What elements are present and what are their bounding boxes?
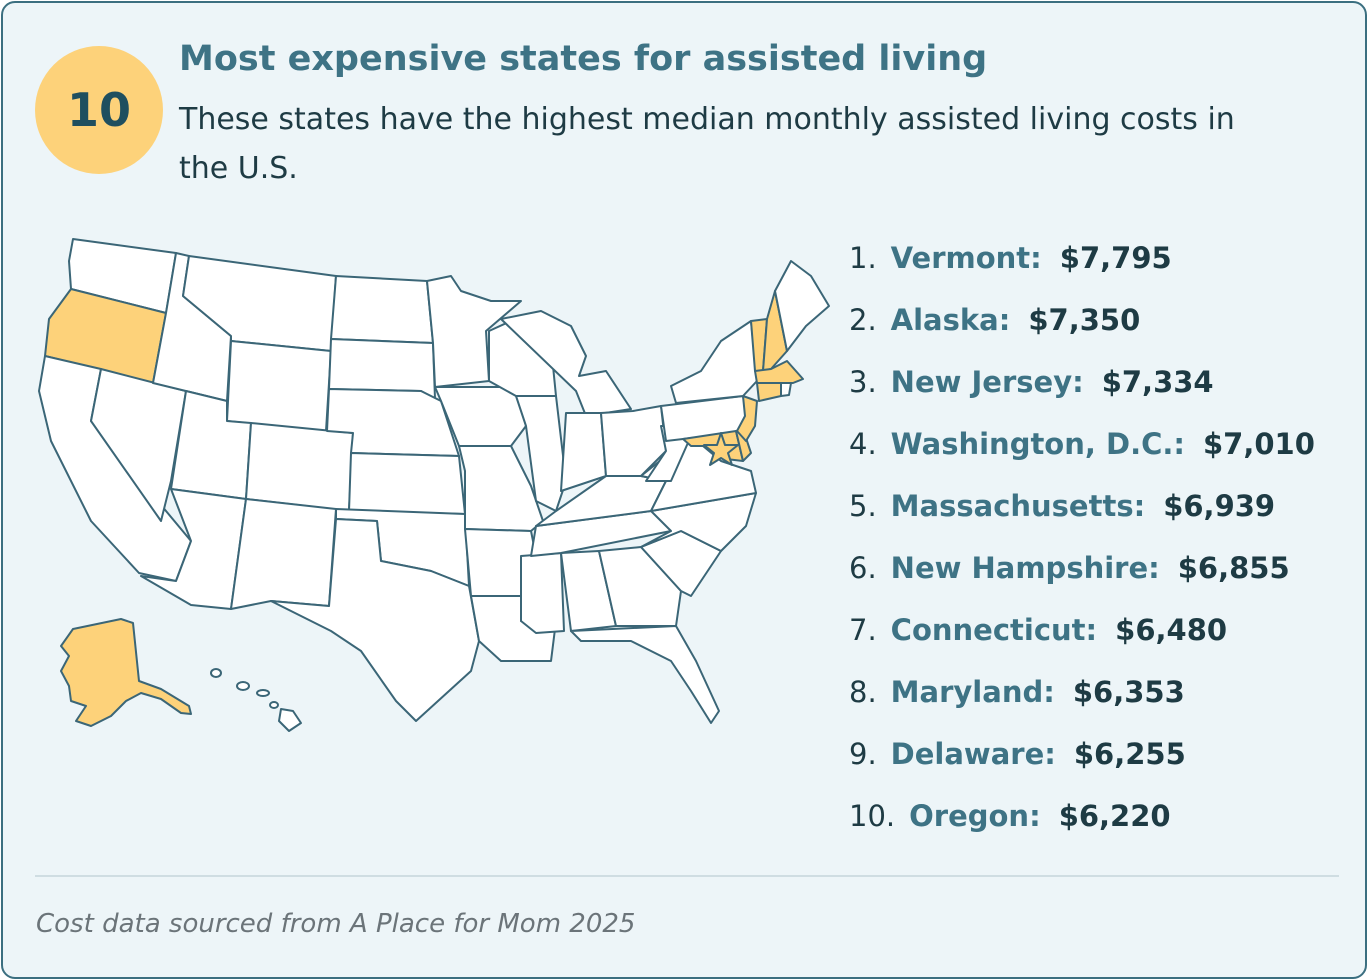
- monthly-cost: $6,480: [1115, 613, 1228, 647]
- us-map: [38, 238, 830, 732]
- list-item: 9. Delaware: $6,255: [849, 737, 1186, 771]
- state-indiana: [560, 412, 607, 492]
- state-connecticut: [756, 382, 782, 402]
- state-new-york: [670, 320, 758, 404]
- footer-divider: [35, 875, 1339, 877]
- state-mississippi: [520, 552, 565, 634]
- state-colorado: [245, 422, 354, 512]
- state-name: Delaware: [890, 737, 1045, 771]
- monthly-cost: $6,855: [1177, 551, 1290, 585]
- rank-number: 8.: [849, 675, 877, 709]
- state-minnesota: [426, 275, 522, 388]
- state-maine: [774, 260, 830, 352]
- rankings-list: 1. Vermont: $7,795 2. Alaska: $7,350 3. New J…: [849, 227, 1315, 847]
- state-hawaii-island-4: [269, 701, 279, 709]
- list-item: 6. New Hampshire: $6,855: [849, 551, 1290, 585]
- state-north-carolina: [640, 492, 757, 552]
- page-subtitle: These states have the highest median mon…: [179, 102, 1235, 186]
- state-alaska: [60, 618, 192, 727]
- state-hawaii-island-1: [210, 668, 222, 678]
- state-new-mexico: [230, 498, 337, 610]
- list-item: 1. Vermont: $7,795: [849, 241, 1172, 275]
- state-name: Massachusetts: [890, 489, 1134, 523]
- state-texas: [270, 518, 480, 722]
- state-name: Connecticut: [890, 613, 1086, 647]
- state-name: New Jersey: [890, 365, 1073, 399]
- state-north-dakota: [330, 275, 434, 344]
- list-item: 3. New Jersey: $7,334: [849, 365, 1214, 399]
- rank-number: 3.: [849, 365, 877, 399]
- rank-number: 1.: [849, 241, 877, 275]
- monthly-cost: $7,350: [1028, 303, 1141, 337]
- source-note: Cost data sourced from A Place for Mom 2…: [36, 909, 636, 939]
- state-hawaii-island-3: [256, 689, 270, 697]
- state-name: New Hampshire: [890, 551, 1149, 585]
- state-hawaii-island-2: [236, 681, 250, 691]
- page-title: Most expensive states for assisted livin…: [179, 39, 988, 79]
- rank-number: 9.: [849, 737, 877, 771]
- list-item: 7. Connecticut: $6,480: [849, 613, 1228, 647]
- monthly-cost: $6,939: [1163, 489, 1276, 523]
- monthly-cost: $7,010: [1203, 427, 1315, 461]
- state-name: Oregon: [909, 799, 1030, 833]
- state-georgia: [598, 546, 682, 627]
- list-item: 8. Maryland: $6,353: [849, 675, 1185, 709]
- rank-number: 10.: [849, 799, 896, 833]
- state-michigan: [500, 310, 632, 417]
- state-name: Washington, D.C.: [890, 427, 1174, 461]
- state-name: Maryland: [890, 675, 1044, 709]
- list-item: 4. Washington, D.C.: $7,010: [849, 427, 1315, 461]
- rank-number: 6.: [849, 551, 877, 585]
- list-item: 5. Massachusetts: $6,939: [849, 489, 1276, 523]
- rank-number: 4.: [849, 427, 877, 461]
- state-new-hampshire: [762, 290, 788, 372]
- monthly-cost: $6,220: [1058, 799, 1171, 833]
- list-item: 2. Alaska: $7,350: [849, 303, 1141, 337]
- rank-number: 7.: [849, 613, 877, 647]
- monthly-cost: $7,334: [1101, 365, 1214, 399]
- state-name: Alaska: [890, 303, 999, 337]
- rank-number: 5.: [849, 489, 877, 523]
- rank-number: 2.: [849, 303, 877, 337]
- star-icon: [703, 432, 739, 466]
- state-name: Vermont: [890, 241, 1031, 275]
- state-wyoming: [226, 340, 332, 432]
- state-new-jersey: [736, 395, 758, 442]
- state-florida: [570, 625, 720, 724]
- monthly-cost: $7,795: [1059, 241, 1172, 275]
- monthly-cost: $6,353: [1072, 675, 1185, 709]
- monthly-cost: $6,255: [1073, 737, 1186, 771]
- state-hawaii-big-island: [278, 708, 302, 732]
- list-item: 10. Oregon: $6,220: [849, 799, 1171, 833]
- state-kansas: [348, 452, 466, 515]
- state-rhode-island: [780, 382, 792, 397]
- rank-count-badge: 10: [35, 46, 163, 174]
